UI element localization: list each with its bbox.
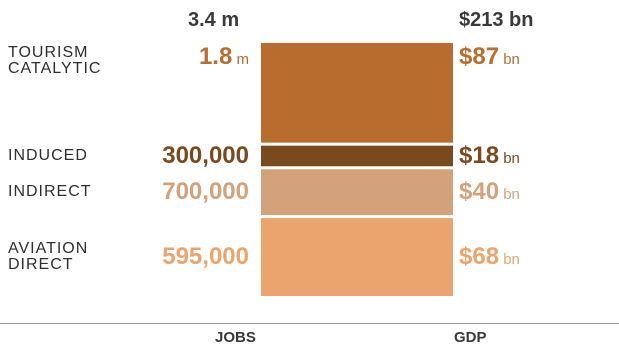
bar-segment-tourism-catalytic	[261, 43, 453, 143]
category-label-line: CATALYTIC	[8, 60, 102, 77]
category-label-line: INDUCED	[8, 146, 88, 164]
gdp-total: $213 bn	[459, 9, 534, 31]
gdp-value-unit: bn	[499, 149, 520, 167]
category-label-line: DIRECT	[8, 256, 74, 274]
jobs-value-tourism-catalytic: 1.8 m	[199, 45, 249, 72]
category-label-aviation-direct: AVIATION DIRECT	[8, 241, 88, 273]
gdp-value-indirect: $40 bn	[459, 180, 520, 207]
jobs-value-number: 300,000	[162, 141, 249, 169]
jobs-value-unit: m	[232, 51, 249, 68]
gdp-value-unit: bn	[499, 186, 520, 204]
gdp-value-unit: bn	[499, 251, 520, 269]
gdp-value-number: $87	[459, 43, 500, 70]
jobs-value-indirect: 700,000	[162, 180, 249, 204]
category-label-tourism-catalytic: TOURISM CATALYTIC	[8, 45, 101, 77]
jobs-value-number: 700,000	[162, 178, 249, 206]
jobs-value-number: 1.8	[198, 43, 233, 70]
gdp-value-induced: $18 bn	[459, 141, 520, 171]
category-label-induced: INDUCED	[8, 146, 88, 164]
bar-segment-indirect	[261, 169, 453, 216]
category-label-line: TOURISM	[8, 44, 89, 61]
bar-segment-induced	[261, 145, 453, 167]
gdp-value-aviation-direct: $68 bn	[459, 245, 520, 272]
gdp-value-number: $68	[459, 243, 500, 271]
bar-segment-aviation-direct	[261, 218, 453, 296]
gdp-axis-label: GDP	[454, 329, 487, 346]
gdp-value-number: $40	[459, 178, 500, 206]
category-label-indirect: INDIRECT	[8, 184, 92, 200]
jobs-value-number: 595,000	[162, 243, 249, 271]
jobs-value-aviation-direct: 595,000	[162, 245, 249, 269]
category-label-line: AVIATION	[8, 240, 89, 258]
gdp-value-tourism-catalytic: $87 bn	[459, 45, 520, 72]
jobs-axis-label: JOBS	[215, 329, 256, 346]
jobs-total: 3.4 m	[188, 9, 240, 31]
jobs-value-induced: 300,000	[162, 141, 249, 169]
baseline	[0, 323, 619, 324]
gdp-value-unit: bn	[499, 51, 520, 68]
gdp-value-number: $18	[459, 141, 500, 169]
category-label-line: INDIRECT	[8, 183, 92, 201]
